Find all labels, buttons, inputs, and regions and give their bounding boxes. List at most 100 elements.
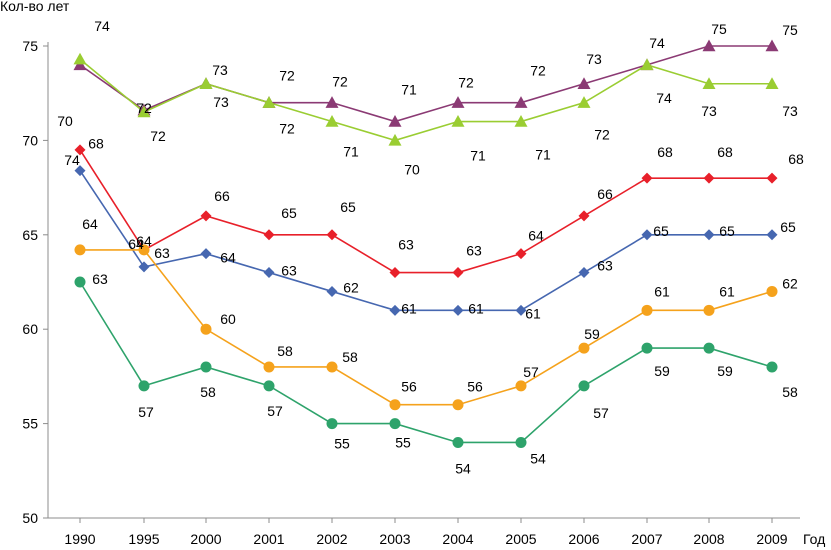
y-tick-label: 70 [22, 132, 38, 148]
data-point [74, 144, 86, 156]
data-label: 57 [593, 405, 609, 421]
data-label: 61 [654, 283, 670, 299]
data-point [389, 304, 401, 316]
data-point [578, 342, 590, 354]
data-label: 74 [64, 152, 80, 168]
data-label: 58 [200, 384, 216, 400]
data-point [389, 267, 401, 279]
data-point [74, 165, 86, 177]
data-point [200, 323, 212, 335]
data-point [702, 77, 716, 89]
x-tick-label: 2006 [568, 531, 599, 547]
data-point [452, 304, 464, 316]
series-line [80, 249, 773, 406]
data-label: 64 [128, 236, 144, 252]
data-label: 54 [530, 450, 546, 466]
data-label: 61 [719, 283, 735, 299]
data-point [74, 276, 86, 288]
series-line [79, 58, 772, 142]
data-point [200, 210, 212, 222]
data-point [515, 304, 527, 316]
data-label: 56 [467, 379, 483, 395]
data-point [326, 418, 338, 430]
data-point [73, 52, 87, 65]
data-label: 66 [214, 188, 230, 204]
data-point [326, 361, 338, 373]
data-point [325, 115, 339, 127]
data-point [641, 304, 653, 316]
x-tick-label: 1995 [128, 531, 159, 547]
data-point [263, 380, 275, 392]
y-tick-label: 55 [22, 416, 38, 432]
data-point [577, 77, 591, 89]
data-label: 73 [586, 51, 602, 67]
x-tick-label: 2009 [756, 531, 787, 547]
x-tick-label: 2000 [190, 531, 221, 547]
data-point [703, 229, 715, 241]
data-label: 64 [136, 233, 152, 249]
data-label: 72 [150, 128, 166, 144]
series-line [79, 170, 772, 312]
y-tick-label: 50 [22, 510, 38, 526]
y-axis-label: Кол-во лет [0, 0, 70, 14]
data-label: 73 [701, 103, 717, 119]
data-label: 61 [468, 300, 484, 316]
data-point [641, 229, 653, 241]
data-point [578, 380, 590, 392]
data-point [262, 96, 276, 108]
data-label: 70 [404, 161, 420, 177]
data-point [577, 96, 591, 108]
data-label: 61 [401, 300, 417, 316]
data-label: 62 [782, 275, 798, 291]
data-label: 54 [455, 460, 471, 476]
x-tick-label: 2004 [442, 531, 473, 547]
data-label: 68 [717, 144, 733, 160]
data-label: 59 [717, 363, 733, 379]
data-label: 65 [780, 219, 796, 235]
data-label: 72 [530, 63, 546, 79]
data-label: 70 [57, 113, 73, 129]
data-label: 65 [281, 205, 297, 221]
data-point [138, 261, 150, 273]
data-point [137, 105, 151, 118]
x-tick-label: 2007 [631, 531, 662, 547]
data-label: 72 [332, 74, 348, 90]
data-point [138, 244, 150, 256]
data-label: 68 [88, 136, 104, 152]
data-label: 57 [138, 404, 154, 420]
data-point [388, 133, 402, 146]
data-label: 59 [654, 363, 670, 379]
data-label: 65 [719, 223, 735, 239]
data-label: 63 [281, 263, 297, 279]
data-label: 73 [212, 62, 228, 78]
data-label: 74 [649, 35, 665, 51]
data-label: 73 [213, 94, 229, 110]
data-point [765, 39, 779, 52]
data-label: 75 [782, 22, 798, 38]
data-point [138, 380, 150, 392]
data-point [702, 39, 716, 52]
data-point [766, 229, 778, 241]
data-label: 55 [395, 435, 411, 451]
data-point [703, 172, 715, 184]
data-point [641, 172, 653, 184]
data-point [452, 436, 464, 448]
data-label: 62 [343, 279, 359, 295]
data-point [263, 361, 275, 373]
data-label: 60 [220, 311, 236, 327]
data-point [765, 77, 779, 89]
series-line [79, 45, 772, 123]
data-label: 55 [334, 436, 350, 452]
data-label: 64 [220, 250, 236, 266]
data-point [515, 436, 527, 448]
data-point [389, 418, 401, 430]
data-point [389, 399, 401, 411]
data-label: 63 [154, 245, 170, 261]
y-tick-label: 65 [22, 227, 38, 243]
data-label: 73 [782, 103, 798, 119]
x-tick-label: 2001 [253, 531, 284, 547]
data-label: 72 [279, 121, 295, 137]
data-point [578, 210, 590, 222]
data-point [200, 248, 212, 260]
x-tick-label: 2005 [505, 531, 536, 547]
